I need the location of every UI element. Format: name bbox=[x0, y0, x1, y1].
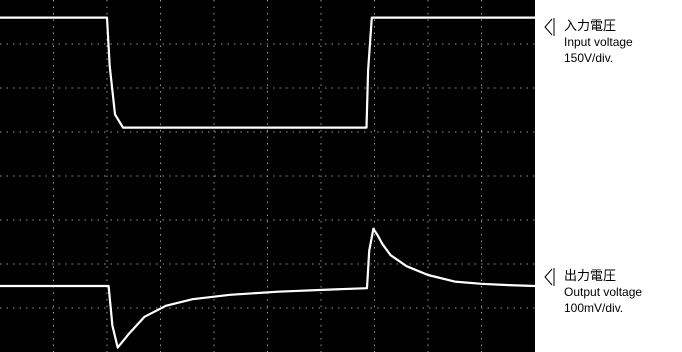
output-voltage-trace bbox=[0, 227, 536, 349]
input-voltage-trace bbox=[0, 16, 535, 129]
input-label-en: Input voltage bbox=[564, 35, 633, 49]
output-marker-icon bbox=[544, 268, 555, 286]
input-label-scale: 150V/div. bbox=[564, 51, 614, 65]
scope-grid bbox=[0, 0, 535, 352]
output-label-en: Output voltage bbox=[564, 285, 643, 299]
input-label-jp: 入力電圧 bbox=[564, 18, 617, 33]
output-label-jp: 出力電圧 bbox=[564, 268, 617, 283]
output-label-scale: 100mV/div. bbox=[564, 301, 624, 315]
input-marker-icon bbox=[544, 18, 555, 36]
scope-traces bbox=[0, 16, 536, 349]
